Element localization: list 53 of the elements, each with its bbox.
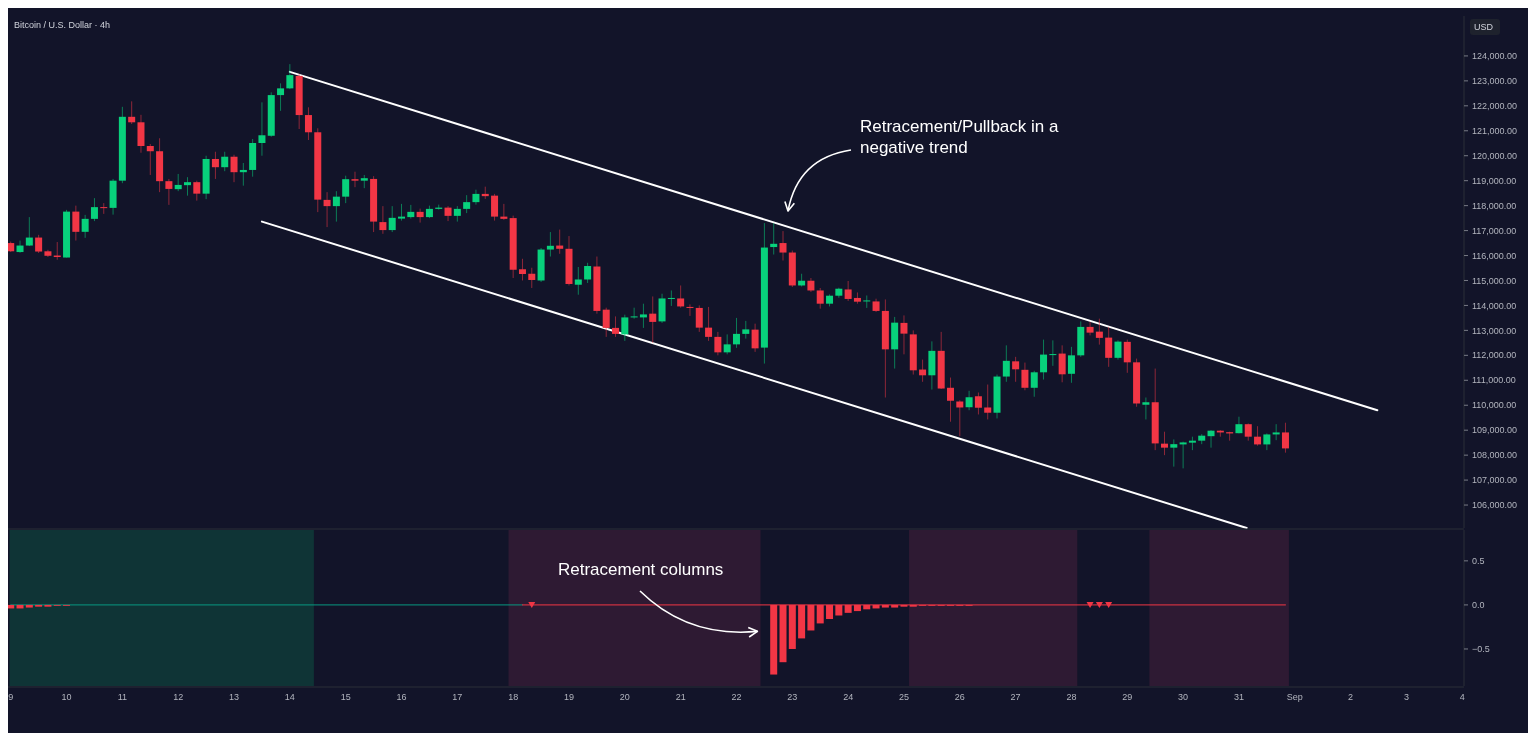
y-tick-label: 112,000.00 — [1472, 350, 1517, 361]
y-tick-label: 116,000.00 — [1472, 250, 1517, 261]
y-tick-label: 110,000.00 — [1472, 400, 1517, 411]
x-tick-label: 4 — [1459, 692, 1465, 702]
x-tick-label: 17 — [452, 692, 463, 702]
x-tick-label: 15 — [340, 692, 351, 702]
y-tick-label: 0.5 — [1472, 556, 1485, 566]
y-tick-label: 108,000.00 — [1472, 450, 1518, 461]
x-tick-label: 28 — [1066, 692, 1077, 702]
x-tick-label: 13 — [229, 692, 240, 702]
y-tick-label: 123,000.00 — [1472, 76, 1518, 87]
y-tick-label: 0.0 — [1472, 600, 1485, 611]
y-tick-label: 115,000.00 — [1472, 275, 1517, 286]
x-tick-label: 9 — [8, 692, 14, 702]
x-tick-label: 24 — [843, 692, 854, 702]
y-tick-label: 124,000.00 — [1472, 51, 1518, 62]
annotation: Retracement columns — [558, 560, 724, 579]
x-tick-label: 19 — [563, 692, 575, 702]
x-tick-label: 23 — [787, 692, 798, 702]
y-tick-label: 113,000.00 — [1472, 325, 1517, 336]
y-tick-label: 107,000.00 — [1472, 475, 1518, 486]
x-tick-label: 25 — [898, 692, 909, 702]
y-axis-title: USD — [1474, 22, 1494, 32]
x-tick-label: 18 — [508, 692, 519, 702]
x-tick-label: 22 — [731, 692, 742, 702]
y-tick-label: 118,000.00 — [1472, 200, 1517, 211]
x-tick-label: Sep — [1286, 692, 1303, 702]
x-tick-label: 20 — [619, 692, 630, 702]
y-tick-label: 122,000.00 — [1472, 100, 1518, 111]
y-tick-label: −0.5 — [1472, 644, 1490, 655]
x-tick-label: 26 — [954, 692, 965, 702]
x-tick-label: 2 — [1348, 692, 1354, 702]
x-tick-label: 3 — [1403, 692, 1409, 702]
x-tick-label: 29 — [1122, 692, 1133, 702]
y-tick-label: 119,000.00 — [1472, 175, 1517, 186]
x-tick-label: 30 — [1178, 692, 1189, 702]
y-tick-label: 117,000.00 — [1472, 225, 1517, 236]
x-tick-label: 10 — [61, 692, 72, 702]
x-tick-label: 14 — [284, 692, 295, 702]
y-tick-label: 106,000.00 — [1472, 500, 1518, 511]
y-tick-label: 120,000.00 — [1472, 150, 1518, 161]
y-tick-label: 111,000.00 — [1472, 375, 1516, 386]
x-tick-label: 11 — [117, 692, 128, 702]
y-tick-label: 109,000.00 — [1472, 425, 1518, 436]
x-tick-label: 16 — [396, 692, 407, 702]
y-tick-label: 121,000.00 — [1472, 125, 1518, 136]
x-tick-label: 27 — [1010, 692, 1021, 702]
x-tick-label: 31 — [1233, 692, 1244, 702]
y-tick-label: 114,000.00 — [1472, 300, 1517, 311]
annotation: Retracement/Pullback in a negative trend — [860, 117, 1059, 157]
text: Bitcoin / U.S. Dollar · 4h — [14, 20, 111, 30]
x-tick-label: 12 — [173, 692, 184, 702]
x-tick-label: 21 — [675, 692, 686, 702]
